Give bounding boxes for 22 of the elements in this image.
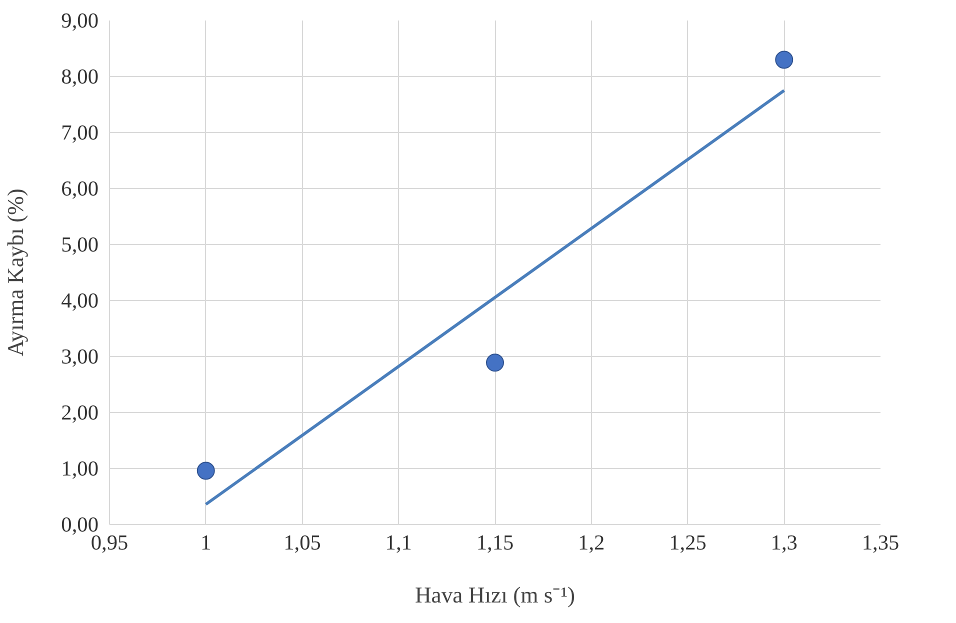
point — [775, 50, 794, 69]
y-tick-label: 9,00 — [61, 8, 99, 32]
x-tick-label: 1,15 — [476, 530, 514, 554]
point — [196, 462, 215, 480]
y-tick-label: 1,00 — [61, 456, 99, 480]
x-tick-label: 1 — [200, 530, 212, 554]
x-tick-label: 1,2 — [578, 530, 605, 554]
y-tick-label: 4,00 — [61, 288, 99, 312]
y-tick-label: 7,00 — [61, 120, 99, 144]
x-tick-label: 1,1 — [385, 530, 412, 554]
y-tick-label: 3,00 — [61, 344, 99, 368]
x-tick-label: 1,35 — [862, 530, 900, 554]
x-axis-title: Hava Hızı (m s⁻¹) — [414, 582, 576, 608]
x-tick-label: 1,3 — [770, 530, 798, 554]
y-tick-label: 2,00 — [61, 400, 99, 424]
x-tick-label: 1,25 — [669, 530, 706, 554]
point — [486, 354, 504, 372]
x-tick-label: 1,05 — [284, 530, 321, 554]
y-axis-title: Ayırma Kaybı (%) — [3, 188, 28, 356]
y-tick-label: 6,00 — [61, 176, 99, 200]
y-tick-label: 5,00 — [61, 232, 99, 256]
y-tick-label: 8,00 — [61, 64, 99, 88]
